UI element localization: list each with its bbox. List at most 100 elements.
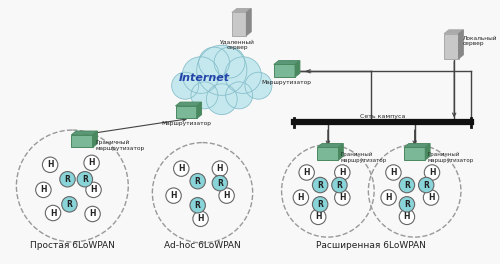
Text: R: R — [404, 200, 410, 209]
Circle shape — [312, 177, 328, 193]
Text: R: R — [194, 177, 200, 186]
Text: R: R — [64, 175, 70, 184]
Circle shape — [193, 211, 208, 227]
Circle shape — [212, 161, 228, 176]
Text: H: H — [50, 209, 56, 218]
Text: R: R — [194, 201, 200, 210]
Circle shape — [46, 205, 61, 221]
Circle shape — [386, 165, 401, 180]
Polygon shape — [404, 147, 425, 160]
Polygon shape — [72, 131, 98, 135]
Text: R: R — [317, 200, 323, 209]
Text: Маршрутизатор: Маршрутизатор — [262, 80, 312, 85]
Text: Расширенная 6LoWPAN: Расширенная 6LoWPAN — [316, 241, 426, 250]
Circle shape — [196, 45, 247, 95]
Circle shape — [190, 173, 206, 189]
Text: R: R — [404, 181, 410, 190]
Circle shape — [312, 197, 328, 212]
Circle shape — [399, 209, 414, 225]
Circle shape — [77, 172, 92, 187]
Polygon shape — [404, 144, 430, 147]
Text: H: H — [88, 158, 95, 167]
Circle shape — [86, 182, 102, 197]
Circle shape — [334, 165, 350, 180]
Polygon shape — [72, 135, 92, 147]
Text: Граничный
маршрутизатор: Граничный маршрутизатор — [340, 152, 386, 163]
Circle shape — [62, 197, 77, 212]
Circle shape — [226, 82, 252, 109]
Text: H: H — [198, 214, 204, 223]
Text: Сеть кампуса: Сеть кампуса — [360, 115, 405, 120]
Circle shape — [299, 165, 314, 180]
Circle shape — [84, 155, 100, 171]
Circle shape — [191, 82, 218, 109]
Polygon shape — [338, 144, 344, 160]
Circle shape — [424, 190, 439, 205]
Polygon shape — [176, 102, 202, 106]
Text: H: H — [304, 168, 310, 177]
Circle shape — [174, 161, 189, 176]
Text: R: R — [336, 181, 342, 190]
Text: H: H — [216, 164, 223, 173]
Polygon shape — [318, 147, 338, 160]
Polygon shape — [196, 102, 202, 119]
Text: Ad-hoc 6LoWPAN: Ad-hoc 6LoWPAN — [164, 241, 241, 250]
Text: H: H — [224, 191, 230, 200]
Text: R: R — [424, 181, 429, 190]
Circle shape — [399, 197, 414, 212]
Circle shape — [198, 47, 230, 78]
Circle shape — [399, 177, 414, 193]
Polygon shape — [426, 144, 430, 160]
Text: Граничный
маршрутизатор: Граничный маршрутизатор — [96, 140, 144, 151]
Circle shape — [334, 190, 350, 205]
Polygon shape — [92, 131, 98, 147]
Circle shape — [166, 188, 182, 203]
Circle shape — [212, 175, 228, 191]
Text: H: H — [298, 193, 304, 202]
Circle shape — [172, 72, 198, 99]
Circle shape — [310, 209, 326, 225]
Polygon shape — [232, 8, 251, 12]
Text: H: H — [315, 212, 322, 221]
Text: H: H — [339, 168, 345, 177]
Circle shape — [36, 182, 51, 197]
Polygon shape — [274, 61, 300, 64]
Text: H: H — [40, 185, 46, 194]
Polygon shape — [274, 64, 295, 77]
Text: Простая 6LoWPAN: Простая 6LoWPAN — [30, 241, 115, 250]
Polygon shape — [458, 30, 464, 59]
Text: H: H — [390, 168, 396, 177]
Text: Internet: Internet — [179, 73, 230, 83]
Polygon shape — [246, 8, 251, 36]
Circle shape — [206, 84, 237, 115]
Circle shape — [293, 190, 308, 205]
Polygon shape — [444, 30, 464, 34]
Polygon shape — [318, 144, 344, 147]
Circle shape — [60, 172, 75, 187]
Circle shape — [214, 47, 245, 78]
Text: R: R — [66, 200, 72, 209]
Text: Локальный
сервер: Локальный сервер — [463, 36, 498, 46]
Text: H: H — [386, 193, 392, 202]
Text: H: H — [170, 191, 177, 200]
Text: H: H — [404, 212, 410, 221]
Circle shape — [42, 157, 58, 172]
Text: Граничный
маршрутизатор: Граничный маршрутизатор — [427, 152, 474, 163]
Polygon shape — [176, 106, 197, 119]
Text: R: R — [217, 179, 223, 188]
Text: Удаленный
сервер: Удаленный сервер — [220, 39, 254, 50]
Text: Маршрутизатор: Маршрутизатор — [161, 121, 211, 126]
Circle shape — [85, 206, 100, 222]
Circle shape — [381, 190, 396, 205]
Text: H: H — [47, 160, 54, 169]
Text: H: H — [90, 209, 96, 219]
Text: H: H — [339, 193, 345, 202]
Polygon shape — [232, 12, 246, 36]
Circle shape — [224, 57, 262, 93]
Text: H: H — [178, 164, 184, 173]
Circle shape — [245, 72, 272, 99]
Circle shape — [424, 165, 440, 180]
Circle shape — [190, 197, 206, 213]
Text: R: R — [82, 175, 88, 184]
Circle shape — [332, 177, 347, 193]
